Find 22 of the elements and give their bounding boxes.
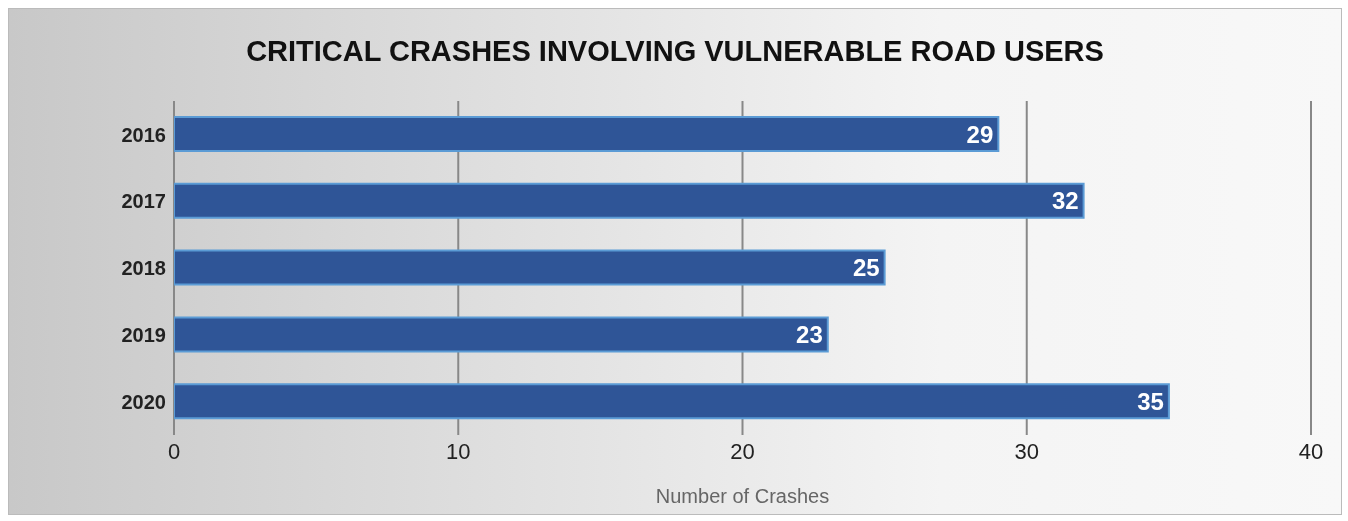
y-tick-label: 2016: [121, 123, 166, 146]
x-tick-label: 20: [730, 438, 755, 464]
bar: [174, 316, 829, 353]
chart-title: CRITICAL CRASHES INVOLVING VULNERABLE ROAD USERS: [245, 35, 1105, 68]
y-tick-label: 2019: [121, 323, 166, 346]
bar: [174, 116, 1000, 152]
data-label: 25: [852, 254, 880, 282]
data-label: 32: [1051, 187, 1079, 215]
bar: [174, 383, 1170, 420]
data-label: 35: [1137, 387, 1164, 415]
data-label: 23: [796, 320, 823, 348]
x-tick-label: 10: [446, 438, 471, 464]
x-tick-label: 40: [1298, 438, 1324, 464]
y-tick-label: 2018: [121, 257, 166, 280]
bar: [174, 249, 886, 286]
x-axis-title: Number of Crashes: [654, 485, 831, 508]
x-tick-label: 30: [1014, 438, 1039, 464]
x-tick-label: 0: [167, 438, 181, 464]
y-tick-label: 2017: [121, 190, 166, 213]
y-tick-label: 2020: [121, 390, 166, 413]
bar: [174, 182, 1085, 219]
data-label: 29: [966, 120, 994, 148]
